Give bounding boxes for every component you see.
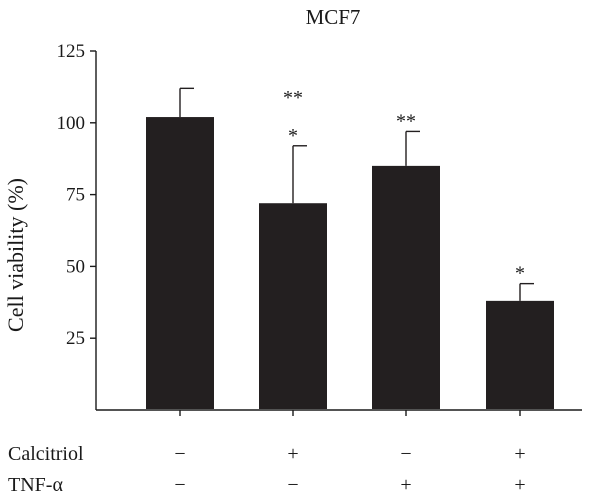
significance-markers: ****** bbox=[283, 87, 525, 285]
bars-group bbox=[146, 117, 554, 409]
treatment-row-label: Calcitriol bbox=[8, 443, 84, 465]
significance-marker: ** bbox=[283, 87, 303, 109]
significance-marker: * bbox=[288, 125, 298, 147]
significance-marker: ** bbox=[396, 110, 416, 132]
treatment-symbol: + bbox=[400, 474, 411, 496]
error-bars-group bbox=[179, 87, 534, 301]
y-tick-label: 100 bbox=[57, 113, 86, 134]
y-tick-label: 25 bbox=[66, 328, 85, 349]
bar bbox=[372, 165, 440, 409]
y-axis-label: Cell viability (%) bbox=[3, 178, 28, 332]
treatment-symbol: − bbox=[400, 443, 411, 465]
treatment-row-label: TNF-α bbox=[8, 474, 63, 496]
y-tick-label: 50 bbox=[66, 256, 85, 277]
treatment-symbol: + bbox=[514, 474, 525, 496]
treatment-symbol: − bbox=[174, 474, 185, 496]
treatment-symbol: − bbox=[287, 474, 298, 496]
y-tick-label: 125 bbox=[57, 41, 86, 62]
treatment-symbol: + bbox=[287, 443, 298, 465]
chart-title: MCF7 bbox=[306, 5, 361, 29]
axes: 25 50 75 100 125 bbox=[57, 41, 582, 416]
treatment-table: Calcitriol − + − + TNF-α − − + + bbox=[8, 443, 526, 496]
significance-marker: * bbox=[515, 263, 525, 285]
treatment-symbol: − bbox=[174, 443, 185, 465]
bar bbox=[486, 300, 554, 409]
treatment-symbol: + bbox=[514, 443, 525, 465]
bar bbox=[146, 117, 214, 409]
bar bbox=[259, 203, 327, 409]
y-tick-label: 75 bbox=[66, 185, 85, 206]
